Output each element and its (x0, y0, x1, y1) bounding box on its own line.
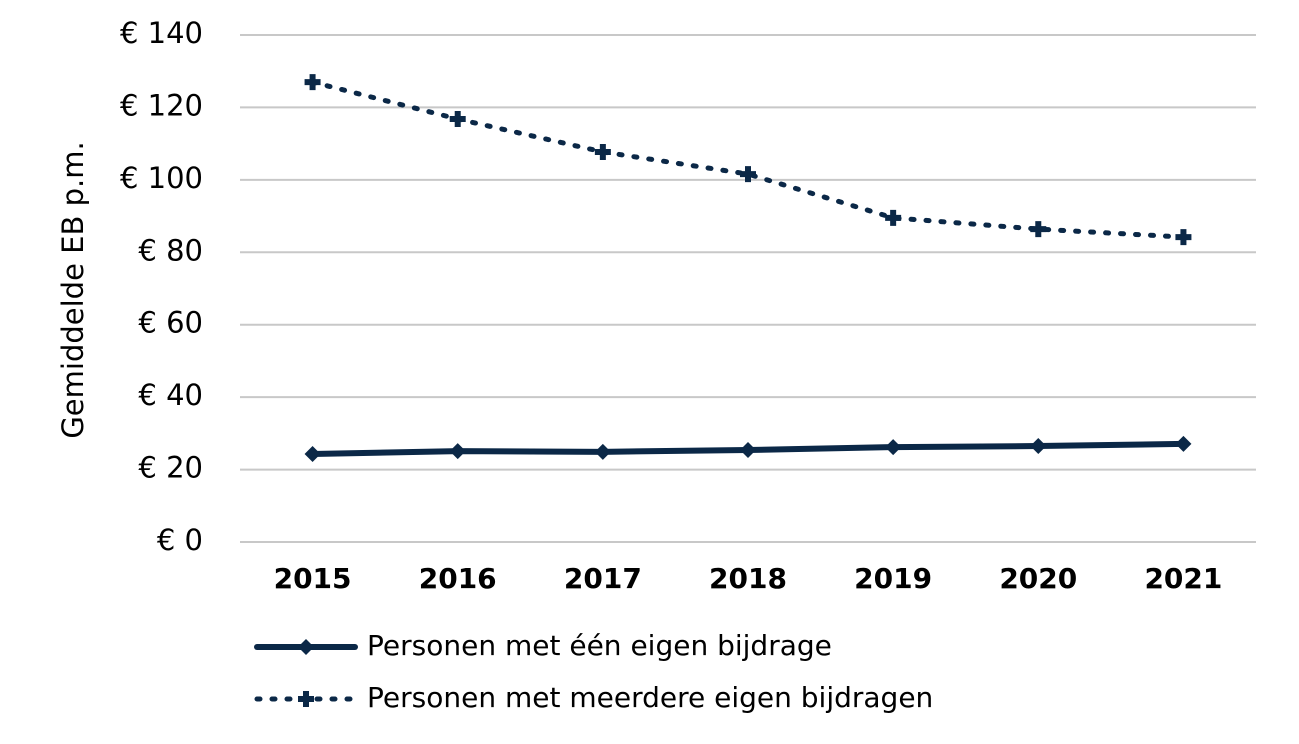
legend-marker (298, 639, 314, 655)
series-line (310, 79, 1186, 240)
marker (304, 445, 321, 462)
x-tick-label: 2016 (419, 562, 497, 595)
y-tick-label: € 60 (138, 306, 203, 340)
marker (449, 111, 466, 128)
x-tick-label: 2019 (854, 562, 932, 595)
marker (304, 74, 321, 91)
x-tick-label: 2015 (274, 562, 352, 595)
marker (1175, 229, 1192, 246)
x-tick-label: 2018 (709, 562, 787, 595)
y-tick-label: € 120 (120, 88, 203, 122)
marker (885, 439, 902, 456)
y-axis-label: Gemiddelde EB p.m. (56, 141, 90, 438)
marker (594, 443, 611, 460)
marker (1175, 435, 1192, 452)
marker (449, 443, 466, 460)
y-tick-label: € 20 (138, 451, 203, 485)
y-tick-label: € 100 (120, 161, 203, 195)
y-tick-label: € 0 (157, 523, 203, 557)
x-tick-label: 2020 (999, 562, 1077, 595)
marker (740, 166, 756, 183)
marker (1030, 438, 1047, 455)
x-tick-label: 2017 (564, 562, 642, 595)
legend-marker (298, 691, 314, 707)
x-tick-label: 2021 (1144, 562, 1222, 595)
marker (740, 442, 756, 459)
legend-label: Personen met meerdere eigen bijdragen (367, 681, 933, 714)
y-tick-label: € 80 (138, 233, 203, 267)
marker (885, 209, 902, 226)
legend-label: Personen met één eigen bijdrage (367, 629, 832, 662)
y-tick-label: € 140 (120, 16, 203, 50)
y-tick-label: € 40 (138, 378, 203, 412)
marker (1030, 221, 1047, 238)
marker (594, 143, 611, 160)
